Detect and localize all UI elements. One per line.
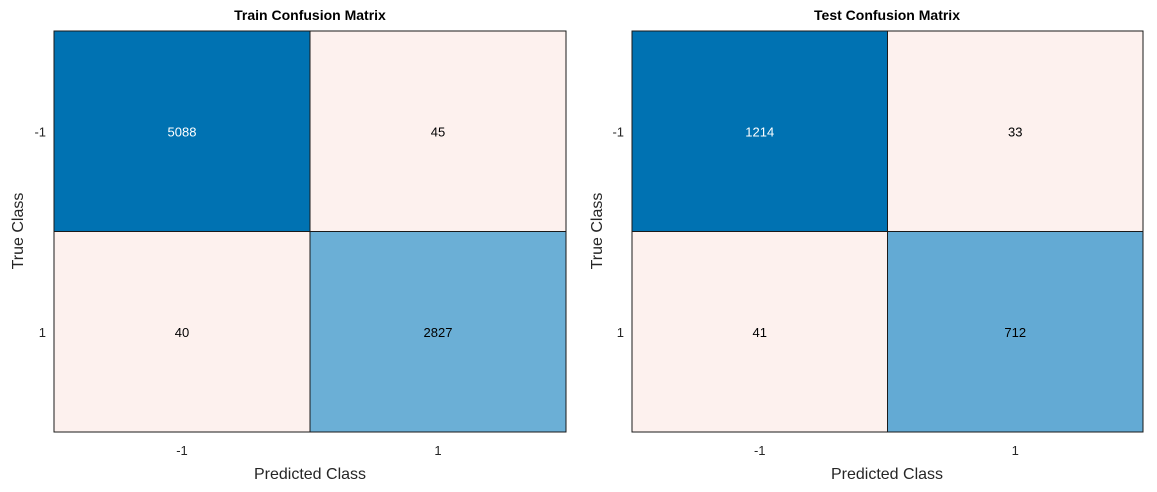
y-axis-label: True Class <box>589 193 606 270</box>
y-ticks-group: -1 1 <box>34 124 46 340</box>
matrix-cell <box>887 231 1144 433</box>
matrix-cell <box>53 231 311 433</box>
x-tick-label: -1 <box>176 443 188 458</box>
cell-value-label: 33 <box>1008 124 1022 139</box>
cell-value-label: 45 <box>431 124 445 139</box>
matrix-frame <box>53 30 567 433</box>
cell-value-label: 5088 <box>168 124 197 139</box>
cell-labels-group: 1214 33 41 712 <box>745 124 1026 340</box>
x-ticks-group: -1 1 <box>754 443 1019 458</box>
chart-title: Test Confusion Matrix <box>814 7 960 23</box>
train-confusion-matrix-panel: Train Confusion Matrix 5088 45 40 2827 -1 1 … <box>0 0 578 492</box>
y-tick-label: 1 <box>617 325 624 340</box>
chart-title: Train Confusion Matrix <box>234 7 386 23</box>
y-tick-label: 1 <box>39 325 46 340</box>
x-tick-label: -1 <box>754 443 766 458</box>
x-axis-label: Predicted Class <box>831 466 943 483</box>
y-tick-label: -1 <box>612 124 624 139</box>
cell-value-label: 1214 <box>745 124 774 139</box>
cell-value-label: 712 <box>1004 325 1026 340</box>
cell-value-label: 41 <box>753 325 767 340</box>
y-axis-label: True Class <box>10 193 27 270</box>
matrix-cell <box>887 30 1144 232</box>
test-confusion-matrix-chart: Test Confusion Matrix 1214 33 41 712 -1 1 -1… <box>589 7 1144 483</box>
matrix-cell <box>631 231 888 433</box>
cells-group <box>53 30 567 433</box>
cell-labels-group: 5088 45 40 2827 <box>168 124 453 340</box>
matrix-cell <box>309 30 567 232</box>
x-tick-label: 1 <box>434 443 441 458</box>
cell-value-label: 2827 <box>424 325 453 340</box>
x-ticks-group: -1 1 <box>176 443 441 458</box>
matrix-frame <box>631 30 1144 433</box>
test-confusion-matrix-panel: Test Confusion Matrix 1214 33 41 712 -1 1 -1… <box>578 0 1157 492</box>
x-tick-label: 1 <box>1012 443 1019 458</box>
y-tick-label: -1 <box>34 124 46 139</box>
matrix-cell <box>53 30 311 232</box>
y-ticks-group: -1 1 <box>612 124 624 340</box>
x-axis-label: Predicted Class <box>254 466 366 483</box>
matrix-cell <box>309 231 567 433</box>
cells-group <box>631 30 1144 433</box>
cell-value-label: 40 <box>175 325 189 340</box>
